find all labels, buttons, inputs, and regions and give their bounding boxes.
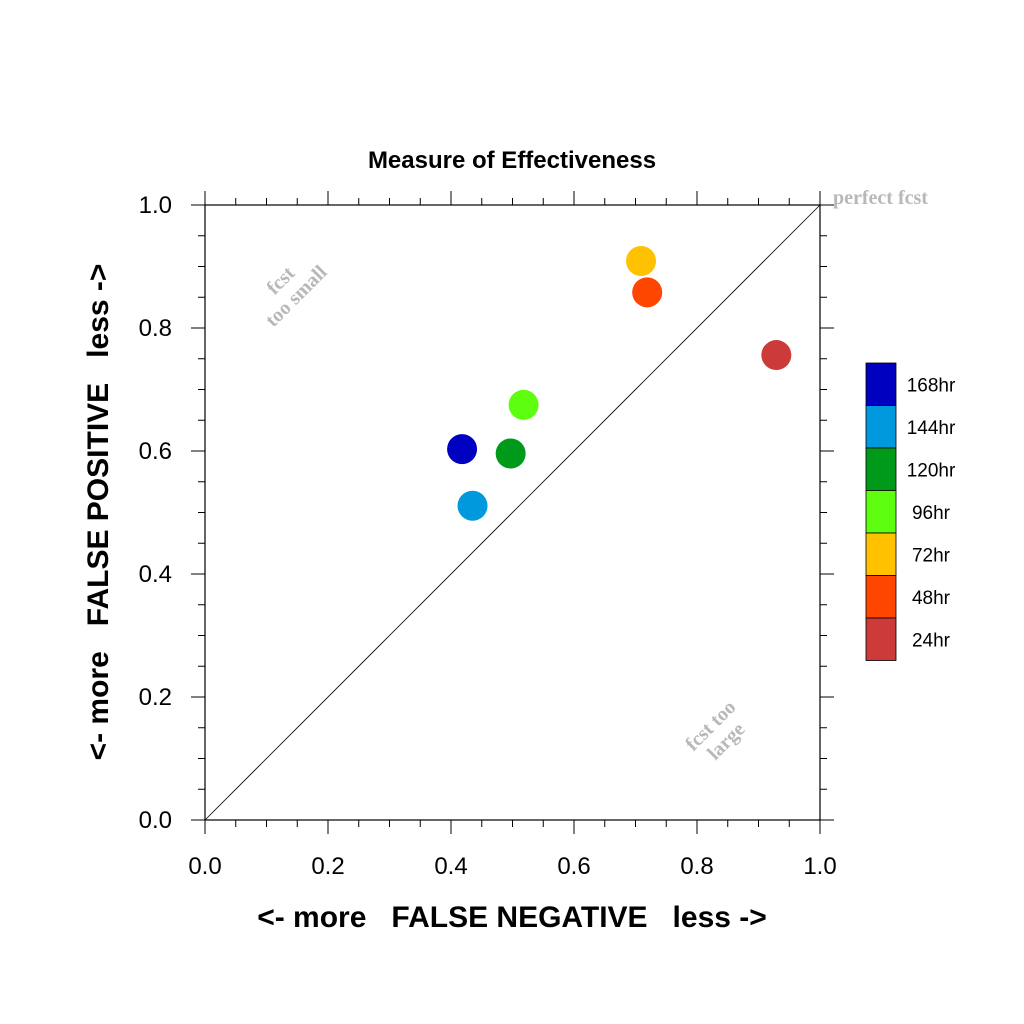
y-axis-label: <- more FALSE POSITIVE less ->: [82, 264, 115, 761]
x-tick-label: 0.2: [311, 853, 344, 880]
annotation-fcst-too-large: fcst too large: [681, 696, 749, 764]
data-point-72hr: [626, 245, 657, 276]
y-tick-label: 0.8: [139, 315, 172, 342]
legend-label-48hr: 48hr: [912, 588, 951, 609]
legend-label-96hr: 96hr: [912, 503, 951, 524]
x-tick-label: 0.6: [557, 853, 590, 880]
y-tick-label: 0.0: [139, 807, 172, 834]
legend-label-24hr: 24hr: [912, 630, 951, 651]
data-point-144hr: [457, 490, 488, 521]
data-point-24hr: [761, 340, 792, 371]
data-points: [447, 245, 792, 521]
annotation-perfect-fcst: perfect fcst: [833, 187, 928, 209]
legend: 168hr 144hr 120hr 96hr 72hr 48hr 24hr: [865, 362, 956, 661]
legend-swatch-120hr: [865, 447, 897, 491]
x-tick-label: 0.0: [188, 853, 221, 880]
legend-label-144hr: 144hr: [907, 418, 956, 439]
legend-swatch-96hr: [865, 490, 897, 534]
annotation-fcst-too-small: fcst too small: [261, 261, 331, 331]
x-tick-label: 0.4: [434, 853, 467, 880]
y-tick-label: 0.6: [139, 438, 172, 465]
tick-labels: 0.0 0.2 0.4 0.6 0.8 1.0 0.0 0.2 0.4 0.6 0.8 1.0: [139, 192, 837, 880]
legend-swatch-168hr: [865, 362, 897, 406]
x-axis-label: <- more FALSE NEGATIVE less ->: [257, 901, 767, 934]
data-point-48hr: [632, 277, 663, 308]
legend-swatch-48hr: [865, 575, 897, 619]
major-ticks: [191, 191, 834, 834]
diagonal-reference-line: [204, 204, 821, 821]
legend-swatch-24hr: [865, 617, 897, 661]
data-point-168hr: [447, 434, 478, 465]
minor-ticks: [198, 198, 827, 827]
legend-label-168hr: 168hr: [907, 375, 956, 396]
data-point-96hr: [508, 389, 539, 420]
legend-label-120hr: 120hr: [907, 460, 956, 481]
legend-label-72hr: 72hr: [912, 545, 951, 566]
data-point-120hr: [495, 438, 526, 469]
legend-swatch-144hr: [865, 405, 897, 449]
annotation-fcst-too-small-line-2: too small: [261, 261, 331, 331]
legend-swatch-72hr: [865, 532, 897, 576]
chart-title: Measure of Effectiveness: [368, 147, 656, 174]
y-tick-label: 1.0: [139, 192, 172, 219]
x-tick-label: 1.0: [803, 853, 836, 880]
y-tick-label: 0.2: [139, 684, 172, 711]
y-tick-label: 0.4: [139, 561, 172, 588]
x-tick-label: 0.8: [680, 853, 713, 880]
